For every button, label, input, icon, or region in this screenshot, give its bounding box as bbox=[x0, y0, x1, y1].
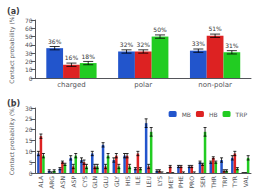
svg-text:ASP: ASP bbox=[70, 176, 77, 188]
svg-text:VAL: VAL bbox=[242, 175, 249, 187]
svg-text:LYS: LYS bbox=[156, 176, 163, 186]
svg-text:30: 30 bbox=[25, 50, 33, 57]
svg-text:GLN: GLN bbox=[91, 176, 98, 188]
svg-text:TYR: TYR bbox=[231, 176, 238, 189]
svg-text:51%: 51% bbox=[208, 25, 222, 32]
svg-text:(a): (a) bbox=[7, 7, 20, 16]
svg-text:32%: 32% bbox=[120, 41, 134, 48]
svg-text:ARG: ARG bbox=[48, 176, 55, 189]
svg-text:PRO: PRO bbox=[188, 176, 195, 189]
svg-text:GLU: GLU bbox=[102, 176, 109, 188]
svg-text:Contact probability (%): Contact probability (%) bbox=[8, 14, 16, 84]
svg-text:50: 50 bbox=[25, 33, 33, 40]
svg-text:20: 20 bbox=[25, 58, 33, 65]
svg-text:CYS: CYS bbox=[81, 176, 88, 188]
svg-text:MB: MB bbox=[182, 111, 191, 118]
svg-text:10: 10 bbox=[25, 148, 33, 155]
svg-text:Contact probability (%): Contact probability (%) bbox=[8, 106, 16, 176]
svg-text:MET: MET bbox=[167, 176, 174, 189]
svg-text:SER: SER bbox=[199, 176, 206, 188]
svg-text:ILE: ILE bbox=[134, 176, 141, 185]
svg-text:polar: polar bbox=[134, 81, 152, 89]
svg-text:60: 60 bbox=[25, 25, 33, 32]
svg-text:18%: 18% bbox=[82, 53, 96, 60]
svg-text:16%: 16% bbox=[65, 54, 79, 61]
svg-text:20: 20 bbox=[25, 126, 33, 133]
svg-text:70: 70 bbox=[25, 17, 33, 24]
svg-text:ASN: ASN bbox=[59, 176, 66, 188]
svg-text:non-polar: non-polar bbox=[198, 81, 232, 89]
svg-text:LEU: LEU bbox=[145, 176, 152, 188]
svg-text:THR: THR bbox=[210, 176, 217, 189]
svg-text:0: 0 bbox=[29, 75, 33, 82]
svg-text:GLY: GLY bbox=[113, 176, 120, 187]
svg-text:PHE: PHE bbox=[177, 176, 184, 188]
svg-text:32%: 32% bbox=[137, 41, 151, 48]
svg-text:30: 30 bbox=[25, 105, 33, 112]
svg-text:40: 40 bbox=[25, 41, 33, 48]
svg-text:31%: 31% bbox=[225, 42, 239, 49]
svg-text:ALA: ALA bbox=[37, 175, 44, 188]
svg-text:50%: 50% bbox=[153, 26, 167, 33]
svg-text:36%: 36% bbox=[48, 38, 62, 45]
svg-text:5: 5 bbox=[29, 159, 33, 166]
svg-text:33%: 33% bbox=[192, 40, 206, 47]
svg-text:0: 0 bbox=[29, 170, 33, 177]
svg-text:15: 15 bbox=[25, 137, 33, 144]
svg-text:TRP: TRP bbox=[235, 111, 248, 118]
svg-text:charged: charged bbox=[57, 81, 86, 89]
svg-text:HIS: HIS bbox=[124, 176, 131, 186]
svg-text:HB: HB bbox=[209, 111, 218, 118]
svg-text:10: 10 bbox=[25, 66, 33, 73]
svg-text:(b): (b) bbox=[7, 99, 20, 108]
svg-text:25: 25 bbox=[25, 115, 33, 122]
svg-text:TRP: TRP bbox=[221, 176, 228, 189]
